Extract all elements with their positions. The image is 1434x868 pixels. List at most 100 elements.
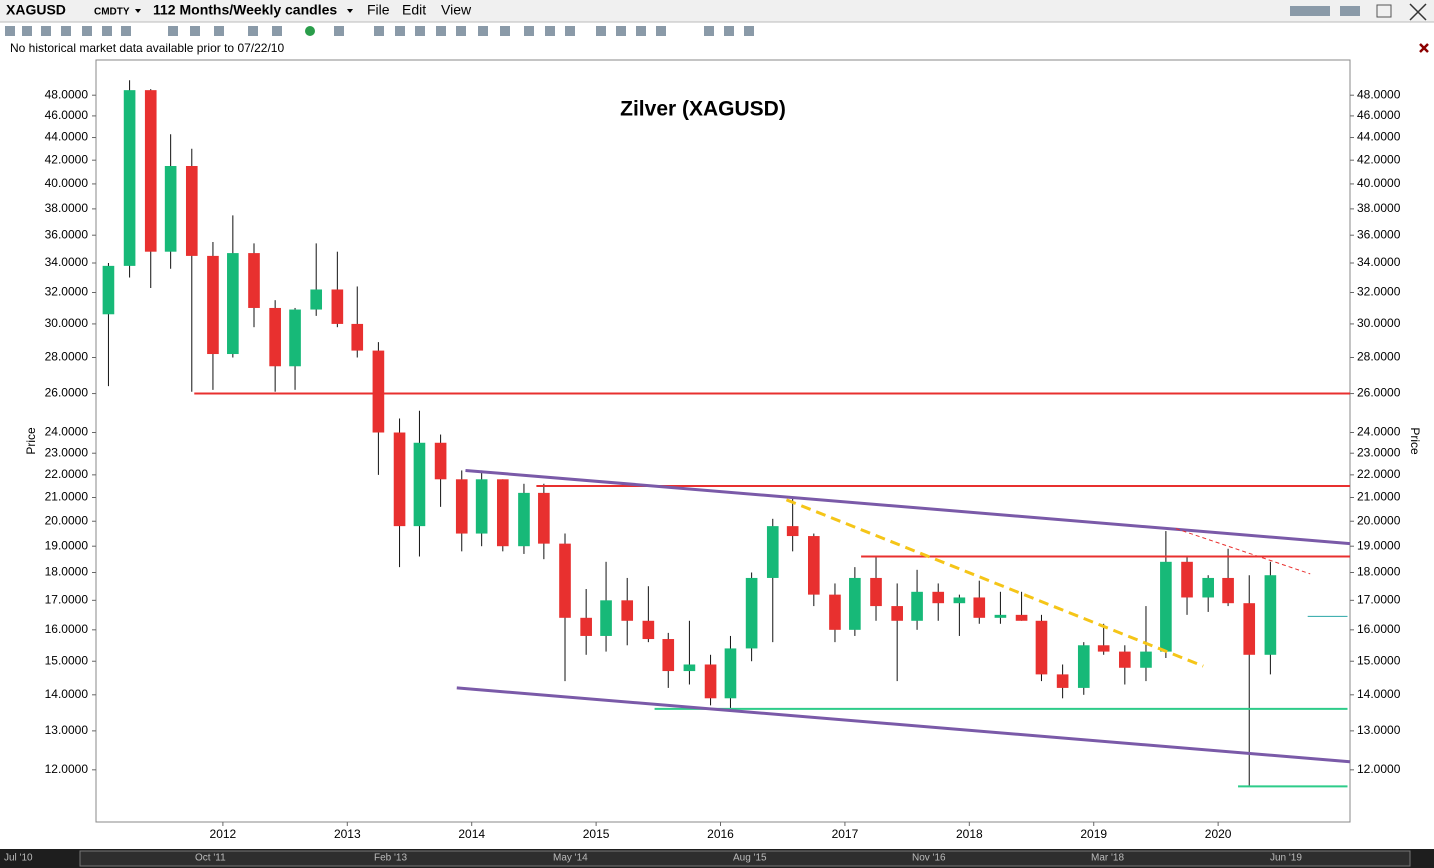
dismiss-notice[interactable] [1419, 43, 1429, 53]
menu-edit[interactable]: Edit [402, 2, 426, 18]
x-tick-label: 2019 [1080, 827, 1107, 841]
symbol[interactable]: XAGUSD [6, 2, 66, 18]
icon[interactable] [82, 26, 92, 36]
icon[interactable] [22, 26, 32, 36]
y2-tick-label: 13.0000 [1357, 723, 1401, 737]
candle-body [393, 432, 406, 527]
candle-body [1202, 577, 1214, 598]
icon[interactable] [305, 26, 315, 36]
dropdown-arrow[interactable] [347, 9, 353, 13]
navigator-slider[interactable] [79, 850, 1411, 867]
close-window[interactable] [1409, 3, 1427, 21]
icon[interactable] [374, 26, 384, 36]
candle-body [1056, 674, 1069, 688]
icon[interactable] [524, 26, 534, 36]
icon[interactable] [724, 26, 734, 36]
period[interactable]: 112 Months/Weekly candles [153, 2, 337, 18]
y-tick-label: 19.0000 [45, 538, 89, 552]
restore-button[interactable] [1376, 4, 1392, 18]
dropdown-arrow[interactable] [135, 9, 141, 13]
window-icon[interactable] [1290, 6, 1330, 16]
icon[interactable] [5, 26, 15, 36]
candle-body [786, 526, 799, 537]
y-tick-label: 32.0000 [45, 285, 89, 299]
icon[interactable] [41, 26, 51, 36]
icon[interactable] [61, 26, 71, 36]
candle-body [580, 617, 592, 636]
icon[interactable] [168, 26, 178, 36]
candle-body [1243, 603, 1256, 655]
x-tick-label: 2020 [1205, 827, 1232, 841]
candle-body [621, 600, 634, 621]
x-tick-label: 2012 [210, 827, 237, 841]
asset-class[interactable]: CMDTY [94, 7, 130, 18]
candle-body [994, 614, 1007, 618]
icon[interactable] [436, 26, 446, 36]
candle-body [642, 620, 655, 640]
y2-tick-label: 42.0000 [1357, 152, 1401, 166]
navigator-labels: Jul '10 Oct '11 Feb '13 May '14 Aug '15 Nov '… [4, 853, 1302, 864]
y-tick-label: 48.0000 [45, 87, 89, 101]
candle-body [932, 591, 945, 604]
icon[interactable] [478, 26, 488, 36]
icon[interactable] [334, 26, 344, 36]
icon[interactable] [248, 26, 258, 36]
candle-body [248, 253, 260, 308]
navigator-label: Oct '11 [195, 853, 226, 864]
candle-body [518, 492, 530, 547]
candle-body [683, 664, 696, 672]
candle-body [310, 289, 323, 310]
candle-body [745, 577, 758, 649]
icon[interactable] [214, 26, 224, 36]
icon[interactable] [456, 26, 466, 36]
candle-body [496, 479, 509, 547]
y2-tick-label: 17.0000 [1357, 592, 1401, 606]
icon[interactable] [500, 26, 510, 36]
window-icon[interactable] [1340, 6, 1360, 16]
candle-body [724, 648, 737, 699]
y-tick-label: 24.0000 [45, 425, 89, 439]
drawn-line [465, 468, 1351, 546]
y2-tick-label: 44.0000 [1357, 130, 1401, 144]
y-axis-label: Price [24, 427, 38, 455]
icon[interactable] [190, 26, 200, 36]
candle-body [434, 442, 447, 480]
candle-body [870, 577, 882, 607]
notice: No historical market data available prio… [10, 41, 284, 55]
y2-tick-label: 36.0000 [1357, 227, 1401, 241]
icon[interactable] [704, 26, 714, 36]
icon[interactable] [121, 26, 131, 36]
icon[interactable] [565, 26, 575, 36]
y2-tick-label: 30.0000 [1357, 316, 1401, 330]
y2-tick-label: 32.0000 [1357, 285, 1401, 299]
icon[interactable] [102, 26, 112, 36]
drawn-line [785, 498, 1204, 668]
candle-body [1015, 614, 1028, 621]
icon[interactable] [415, 26, 425, 36]
y2-tick-label: 19.0000 [1357, 538, 1401, 552]
y2-tick-label: 40.0000 [1357, 176, 1401, 190]
candle-body [911, 591, 923, 621]
chart-title: Zilver (XAGUSD) [620, 98, 786, 121]
menu-file[interactable]: File [367, 2, 390, 18]
icon[interactable] [545, 26, 555, 36]
y2-tick-label: 14.0000 [1357, 687, 1401, 701]
icon[interactable] [656, 26, 666, 36]
candle-body [973, 597, 986, 618]
y-tick-label: 28.0000 [45, 350, 89, 364]
icon[interactable] [596, 26, 606, 36]
menu-view[interactable]: View [441, 2, 472, 18]
candle-body [1140, 651, 1152, 668]
candle-body [269, 307, 281, 367]
navigator-label: Feb '13 [374, 853, 407, 864]
y2-tick-label: 46.0000 [1357, 108, 1401, 122]
x-tick-label: 2015 [583, 827, 610, 841]
icon[interactable] [272, 26, 282, 36]
x-tick-label: 2018 [956, 827, 983, 841]
icon[interactable] [395, 26, 405, 36]
icon[interactable] [744, 26, 754, 36]
icon[interactable] [636, 26, 646, 36]
icon[interactable] [616, 26, 626, 36]
y2-tick-label: 28.0000 [1357, 350, 1401, 364]
